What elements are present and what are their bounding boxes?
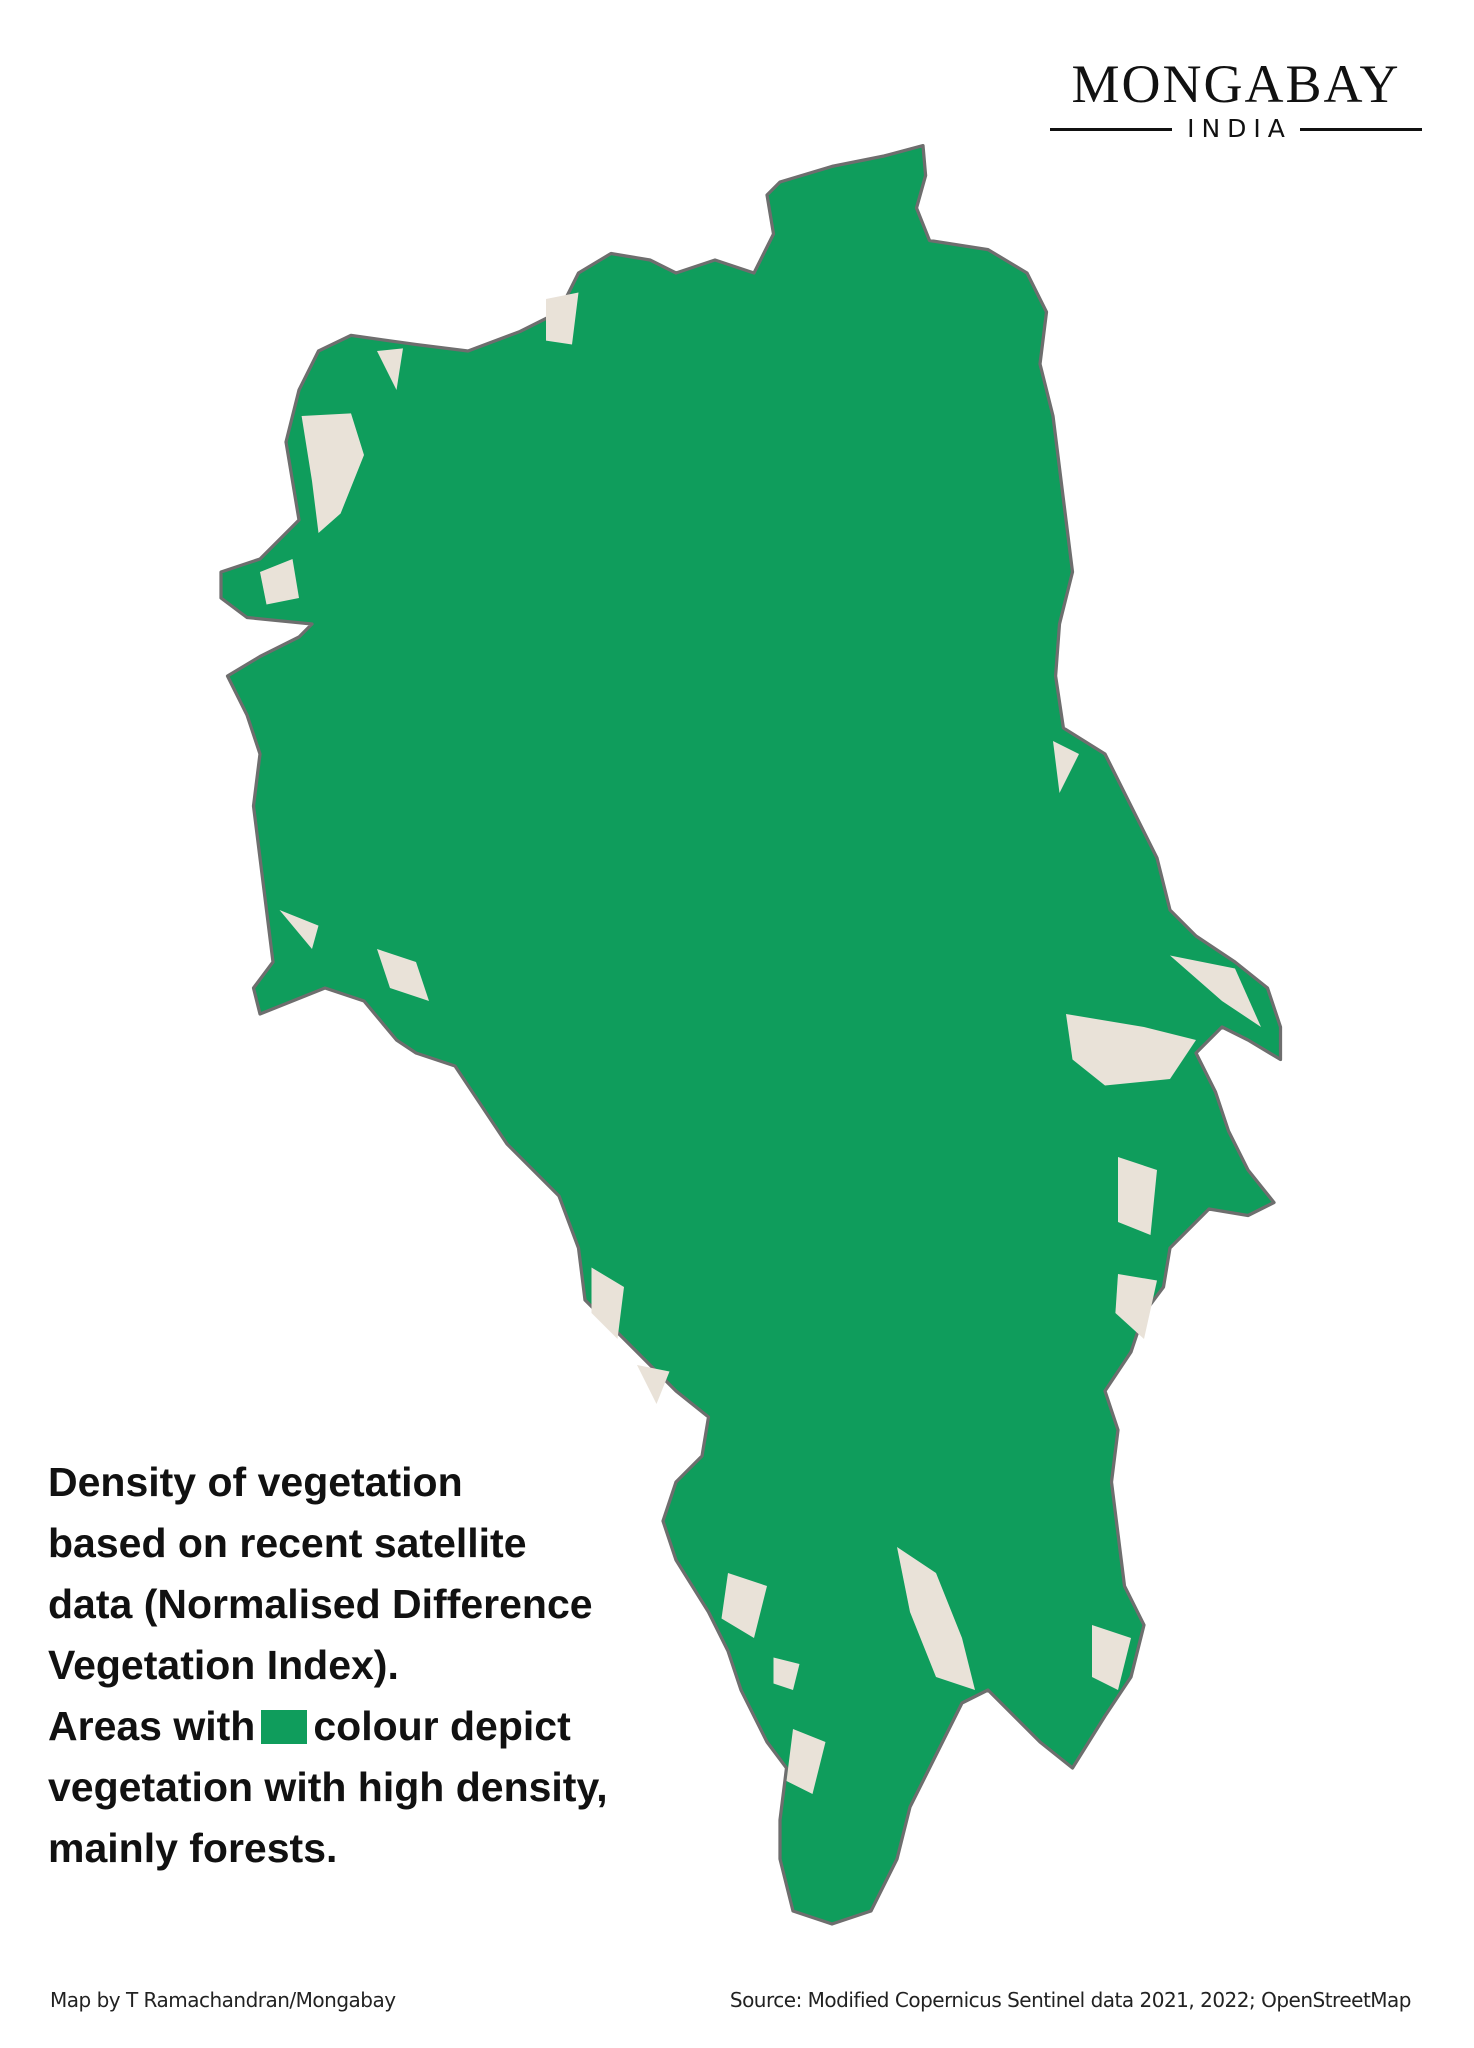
- legend-text-before: Areas with: [48, 1703, 256, 1749]
- caption-line: Density of vegetation: [48, 1459, 463, 1505]
- map-credit: Map by T Ramachandran/Mongabay: [50, 1988, 396, 2012]
- low-vegetation-patches: [260, 292, 1261, 1794]
- caption-line: data (Normalised Difference: [48, 1581, 593, 1627]
- patch: [1066, 1013, 1196, 1086]
- patch: [1118, 1157, 1157, 1235]
- patch: [260, 559, 299, 605]
- patch: [637, 1365, 670, 1404]
- island-landmass: [219, 143, 1283, 1926]
- map-caption: Density of vegetation based on recent sa…: [48, 1452, 608, 1879]
- mongabay-india-logo: MONGABAY INDIA: [1050, 56, 1422, 144]
- caption-line: based on recent satellite: [48, 1520, 527, 1566]
- caption-legend-line: Areas with colour depict: [48, 1696, 608, 1757]
- patch: [1092, 1625, 1131, 1690]
- patch: [1053, 741, 1079, 793]
- logo-rule-right: [1299, 127, 1422, 131]
- patch: [279, 909, 319, 949]
- logo-sub: INDIA: [1187, 114, 1292, 143]
- caption-line: Vegetation Index).: [48, 1642, 399, 1688]
- logo-wordmark: MONGABAY: [1071, 54, 1401, 114]
- patch: [377, 948, 429, 1001]
- caption-line: mainly forests.: [48, 1825, 338, 1871]
- logo-subline: INDIA: [1050, 114, 1422, 144]
- logo-rule-left: [1050, 127, 1173, 131]
- legend-green-swatch: [261, 1710, 308, 1744]
- patch: [546, 292, 579, 345]
- legend-text-after: colour depict: [313, 1703, 571, 1749]
- patch: [377, 348, 403, 390]
- patch: [1170, 955, 1261, 1027]
- patch: [896, 1547, 975, 1690]
- patch: [591, 1267, 624, 1339]
- patch: [773, 1657, 800, 1690]
- caption-line: vegetation with high density,: [48, 1764, 608, 1810]
- patch: [301, 413, 364, 533]
- patch: [721, 1573, 767, 1638]
- patch: [1115, 1274, 1157, 1339]
- patch: [786, 1728, 826, 1794]
- data-source: Source: Modified Copernicus Sentinel dat…: [729, 1988, 1412, 2012]
